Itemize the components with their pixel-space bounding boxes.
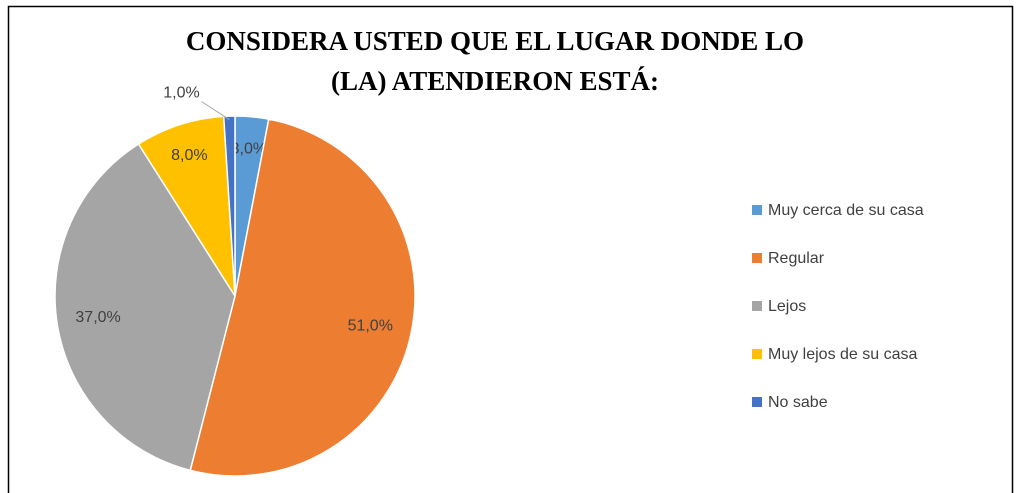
- legend-swatch: [752, 253, 762, 263]
- legend-swatch: [752, 205, 762, 215]
- data-label: 3,0%: [231, 140, 267, 157]
- legend-label: No sabe: [768, 394, 828, 411]
- data-label: 51,0%: [348, 317, 393, 334]
- data-label: 8,0%: [171, 147, 207, 164]
- legend-label: Regular: [768, 250, 825, 267]
- chart-title: (LA) ATENDIERON ESTÁ:: [331, 66, 659, 96]
- legend-label: Lejos: [768, 298, 806, 315]
- legend-swatch: [752, 349, 762, 359]
- legend-label: Muy cerca de su casa: [768, 202, 924, 219]
- pie-slice: [189, 118, 416, 477]
- legend-swatch: [752, 301, 762, 311]
- leader-line: [201, 101, 230, 121]
- data-label: 1,0%: [163, 85, 199, 102]
- data-label: 37,0%: [75, 309, 120, 326]
- pie-slice: [137, 115, 236, 297]
- chart-title: CONSIDERA USTED QUE EL LUGAR DONDE LO: [186, 26, 804, 56]
- legend-swatch: [752, 397, 762, 407]
- legend-label: Muy lejos de su casa: [768, 346, 918, 363]
